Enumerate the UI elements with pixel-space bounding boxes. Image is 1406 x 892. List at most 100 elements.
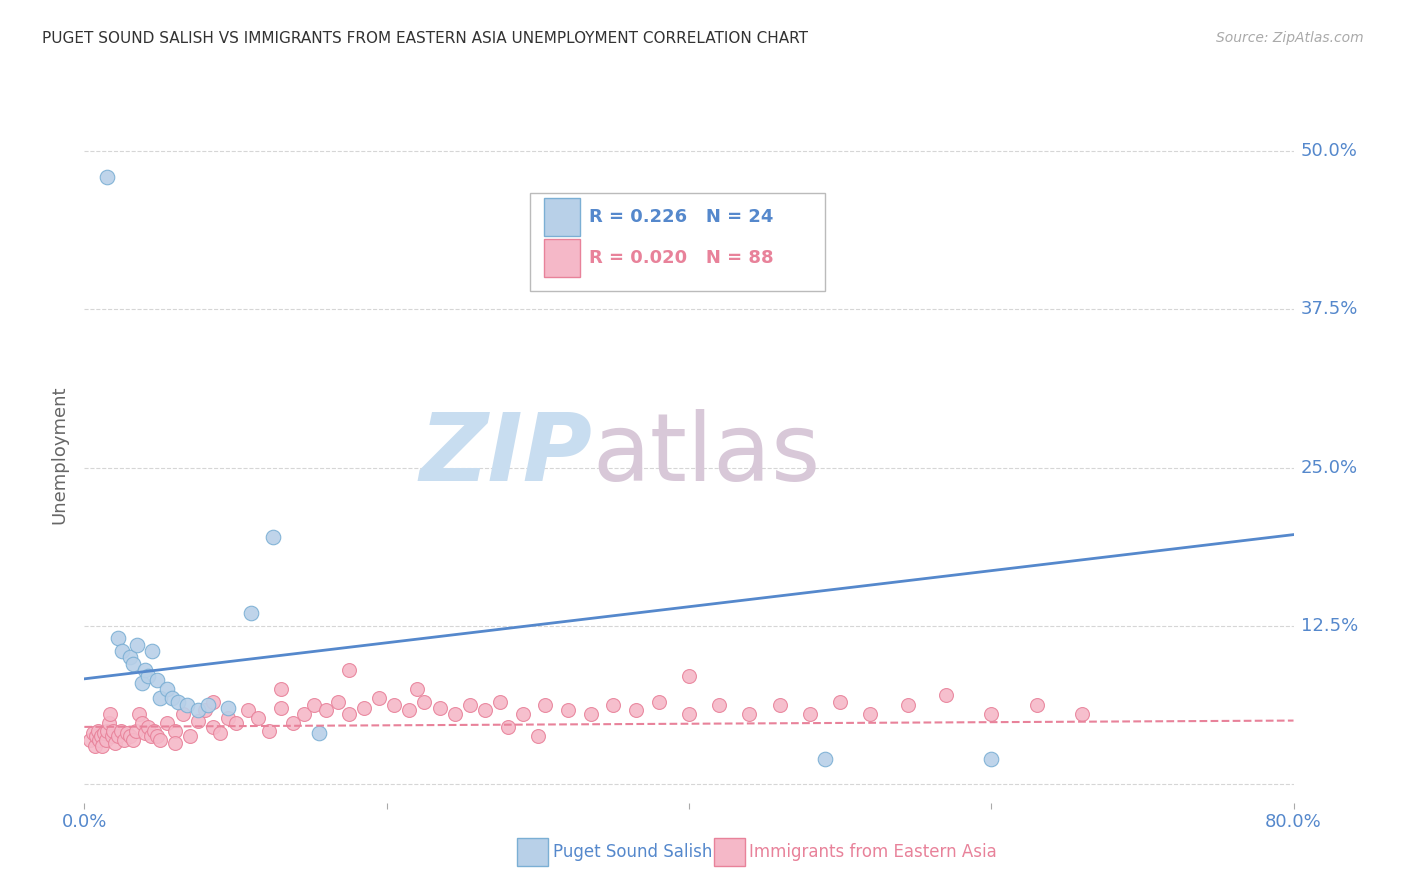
Text: R = 0.226   N = 24: R = 0.226 N = 24: [589, 208, 773, 226]
Point: [292, 707, 315, 722]
Point: [247, 711, 270, 725]
Text: atlas: atlas: [592, 409, 821, 501]
Text: 12.5%: 12.5%: [1301, 616, 1358, 635]
Text: PUGET SOUND SALISH VS IMMIGRANTS FROM EASTERN ASIA UNEMPLOYMENT CORRELATION CHAR: PUGET SOUND SALISH VS IMMIGRANTS FROM EA…: [42, 31, 808, 46]
Point: [270, 701, 292, 715]
Point: [337, 707, 360, 722]
Point: [474, 703, 496, 717]
Point: [121, 657, 143, 671]
Point: [107, 632, 129, 646]
Point: [270, 681, 292, 696]
Point: [107, 729, 129, 743]
Point: [160, 690, 183, 705]
Point: [97, 716, 120, 731]
Point: [146, 673, 169, 687]
Point: [101, 723, 124, 738]
Point: [315, 703, 337, 717]
Point: [308, 726, 330, 740]
Point: [859, 707, 882, 722]
Point: [111, 644, 134, 658]
Point: [134, 663, 156, 677]
Point: [136, 669, 159, 683]
Point: [353, 701, 375, 715]
Point: [187, 703, 209, 717]
Point: [897, 698, 920, 713]
Point: [194, 703, 217, 717]
Point: [187, 714, 209, 728]
Point: [125, 723, 148, 738]
Point: [89, 732, 111, 747]
Point: [512, 707, 534, 722]
Point: [830, 695, 852, 709]
Point: [131, 675, 153, 690]
Point: [136, 720, 159, 734]
Point: [104, 736, 127, 750]
Point: [217, 701, 239, 715]
Point: [738, 707, 761, 722]
Text: 37.5%: 37.5%: [1301, 301, 1358, 318]
Point: [149, 690, 172, 705]
Point: [980, 751, 1002, 765]
Point: [302, 698, 325, 713]
Point: [814, 751, 837, 765]
Point: [368, 690, 391, 705]
Point: [121, 732, 143, 747]
Point: [1025, 698, 1047, 713]
Point: [624, 703, 647, 717]
Point: [139, 729, 162, 743]
Point: [131, 716, 153, 731]
Point: [647, 695, 671, 709]
Point: [179, 729, 201, 743]
Point: [110, 723, 132, 738]
Point: [557, 703, 579, 717]
Point: [96, 723, 118, 738]
Point: [84, 739, 107, 753]
Point: [496, 720, 519, 734]
Point: [93, 726, 115, 740]
Point: [980, 707, 1002, 722]
Point: [172, 707, 194, 722]
Text: Source: ZipAtlas.com: Source: ZipAtlas.com: [1216, 31, 1364, 45]
Point: [146, 729, 169, 743]
Point: [236, 703, 259, 717]
Text: ZIP: ZIP: [419, 409, 592, 501]
Point: [91, 739, 114, 753]
Point: [328, 695, 350, 709]
Point: [1071, 707, 1094, 722]
Point: [217, 711, 239, 725]
Point: [709, 698, 731, 713]
Point: [458, 698, 481, 713]
Point: [82, 726, 104, 740]
Y-axis label: Unemployment: Unemployment: [51, 385, 69, 524]
Point: [197, 698, 219, 713]
Point: [94, 732, 117, 747]
Point: [79, 732, 101, 747]
Point: [526, 729, 548, 743]
Point: [134, 726, 156, 740]
Point: [98, 707, 121, 722]
Point: [87, 723, 110, 738]
Point: [209, 726, 232, 740]
Point: [225, 716, 247, 731]
Point: [163, 723, 186, 738]
Point: [413, 695, 436, 709]
Point: [149, 732, 172, 747]
Text: 50.0%: 50.0%: [1301, 143, 1357, 161]
Point: [443, 707, 465, 722]
Point: [337, 663, 360, 677]
Text: R = 0.020   N = 88: R = 0.020 N = 88: [589, 249, 773, 267]
Point: [398, 703, 420, 717]
Point: [141, 644, 163, 658]
Text: Immigrants from Eastern Asia: Immigrants from Eastern Asia: [749, 843, 997, 861]
Point: [935, 688, 957, 702]
Point: [201, 695, 224, 709]
Point: [118, 729, 141, 743]
Point: [176, 698, 198, 713]
Point: [201, 720, 224, 734]
Point: [118, 650, 141, 665]
Point: [281, 716, 304, 731]
Point: [86, 729, 108, 743]
Point: [156, 716, 179, 731]
Point: [163, 736, 186, 750]
Point: [579, 707, 602, 722]
